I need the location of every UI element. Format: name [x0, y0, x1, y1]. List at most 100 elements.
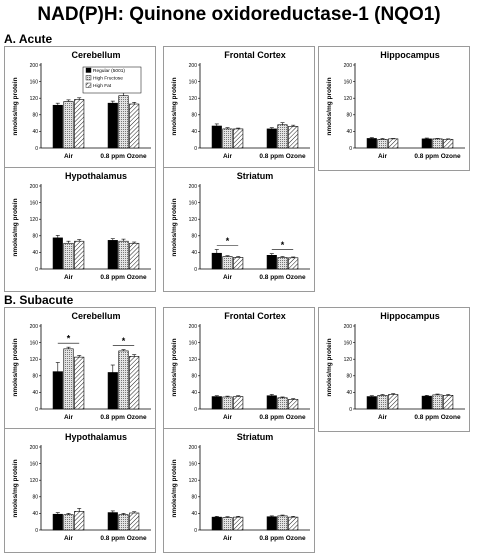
y-tick-label: 120 [344, 96, 353, 102]
legend-swatch [85, 67, 92, 73]
y-tick-label: 40 [32, 511, 38, 517]
y-axis-label: nmoles/mg protein [12, 459, 19, 517]
y-tick-label: 80 [32, 495, 38, 501]
category-label: Air [64, 535, 74, 542]
chart-panel: Cerebellum nmoles/mg protein 0 40 80 120 160 20… [4, 307, 156, 432]
y-tick-label: 0 [194, 146, 197, 152]
y-tick-label: 160 [30, 461, 39, 467]
y-axis-label: nmoles/mg protein [171, 338, 178, 396]
y-tick-label: 80 [346, 374, 352, 380]
chart-panel: Hypothalamus nmoles/mg protein 0 40 80 120 160… [4, 167, 156, 292]
y-tick-label: 80 [32, 374, 38, 380]
chart-title: Cerebellum [71, 311, 120, 321]
bar [288, 126, 299, 149]
category-label: 0.8 ppm Ozone [100, 414, 147, 421]
chart-panel: Cerebellum nmoles/mg protein 0 40 80 120 160 20… [4, 46, 156, 171]
category-label: Air [223, 153, 233, 160]
y-tick-label: 0 [194, 267, 197, 273]
y-tick-label: 200 [189, 184, 198, 190]
category-label: 0.8 ppm Ozone [259, 274, 306, 281]
y-tick-label: 80 [32, 113, 38, 119]
chart-title: Striatum [237, 171, 274, 181]
y-tick-label: 200 [30, 184, 39, 190]
y-tick-label: 200 [189, 445, 198, 451]
bar [74, 356, 85, 410]
bar [432, 138, 443, 149]
y-axis-label: nmoles/mg protein [12, 77, 19, 135]
y-tick-label: 120 [30, 357, 39, 363]
y-tick-label: 160 [189, 200, 198, 206]
bar [443, 138, 454, 149]
bar [52, 104, 63, 149]
bar [421, 395, 432, 410]
chart-panel: Hippocampus nmoles/mg protein 0 40 80 120 160 2… [318, 46, 470, 171]
y-tick-label: 160 [30, 200, 39, 206]
bar [388, 394, 399, 410]
y-tick-label: 0 [35, 146, 38, 152]
bar [266, 128, 277, 149]
bar [63, 242, 74, 270]
y-tick-label: 120 [30, 217, 39, 223]
category-label: 0.8 ppm Ozone [259, 535, 306, 542]
legend-label: High Fructose [93, 76, 123, 82]
bar-chart: Frontal Cortex nmoles/mg protein 0 40 80 120 1… [171, 50, 310, 160]
chart-panel: Frontal Cortex nmoles/mg protein 0 40 80 120 1… [163, 307, 315, 432]
y-tick-label: 80 [191, 495, 197, 501]
bar [233, 257, 244, 270]
y-tick-label: 160 [189, 340, 198, 346]
y-tick-label: 200 [344, 63, 353, 69]
y-tick-label: 80 [191, 113, 197, 119]
y-tick-label: 200 [30, 324, 39, 330]
category-label: Air [378, 153, 388, 160]
y-tick-label: 80 [191, 234, 197, 240]
bar [222, 396, 233, 410]
bar [288, 516, 299, 531]
chart-title: Frontal Cortex [224, 50, 286, 60]
category-label: Air [378, 414, 388, 421]
y-axis-label: nmoles/mg protein [12, 198, 19, 256]
y-axis-label: nmoles/mg protein [171, 198, 178, 256]
category-label: Air [223, 535, 233, 542]
bar [377, 138, 388, 149]
chart-title: Hypothalamus [65, 432, 127, 442]
significance-marker: * [281, 240, 285, 250]
y-tick-label: 40 [191, 390, 197, 396]
y-tick-label: 0 [35, 528, 38, 534]
bar [211, 516, 222, 531]
bar [277, 397, 288, 410]
bar [421, 138, 432, 149]
chart-title: Striatum [237, 432, 274, 442]
category-label: 0.8 ppm Ozone [100, 153, 147, 160]
significance-marker: * [67, 334, 71, 344]
y-tick-label: 40 [191, 250, 197, 256]
y-tick-label: 80 [32, 234, 38, 240]
section-label-acute: A. Acute [4, 32, 53, 46]
chart-panel: Hypothalamus nmoles/mg protein 0 40 80 120 160… [4, 428, 156, 553]
y-tick-label: 0 [194, 407, 197, 413]
y-tick-label: 160 [344, 79, 353, 85]
chart-panel: Striatum nmoles/mg protein 0 40 80 120 160 200 A… [163, 428, 315, 553]
y-axis-label: nmoles/mg protein [326, 77, 333, 135]
y-tick-label: 0 [349, 146, 352, 152]
bar [211, 125, 222, 149]
bar [63, 101, 74, 149]
y-axis-label: nmoles/mg protein [171, 459, 178, 517]
bar [277, 515, 288, 531]
y-tick-label: 0 [349, 407, 352, 413]
y-tick-label: 160 [189, 461, 198, 467]
bar [366, 396, 377, 410]
chart-panel: Frontal Cortex nmoles/mg protein 0 40 80 120 1… [163, 46, 315, 171]
y-tick-label: 200 [30, 63, 39, 69]
bar-chart: Cerebellum nmoles/mg protein 0 40 80 120 160 20… [12, 50, 151, 160]
legend-swatch [85, 75, 92, 81]
chart-title: Cerebellum [71, 50, 120, 60]
bar-chart: Striatum nmoles/mg protein 0 40 80 120 160 200 A… [171, 171, 310, 281]
legend-box [82, 66, 142, 94]
bar [233, 396, 244, 410]
y-tick-label: 0 [35, 407, 38, 413]
bar [129, 242, 140, 270]
bar [52, 371, 63, 410]
bar [74, 511, 85, 531]
bar-chart: Striatum nmoles/mg protein 0 40 80 120 160 200 A… [171, 432, 310, 542]
